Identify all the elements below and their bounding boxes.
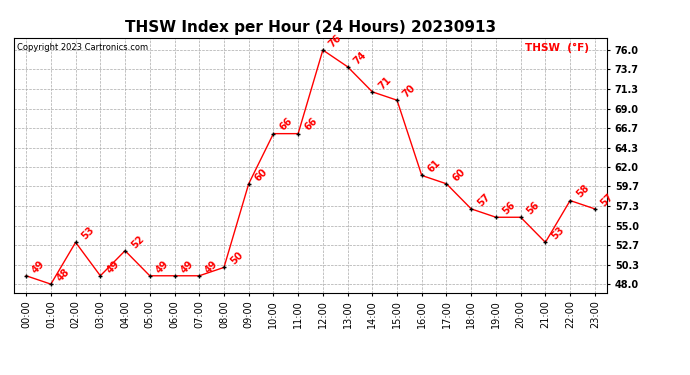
Text: 48: 48 [55, 267, 72, 284]
Text: Copyright 2023 Cartronics.com: Copyright 2023 Cartronics.com [17, 43, 148, 52]
Point [21, 273, 32, 279]
Text: 50: 50 [228, 250, 245, 267]
Point [317, 47, 328, 53]
Point [342, 64, 353, 70]
Point [268, 130, 279, 136]
Point [540, 239, 551, 245]
Text: 53: 53 [549, 225, 566, 242]
Text: 58: 58 [574, 183, 591, 200]
Text: 49: 49 [179, 258, 195, 275]
Point [491, 214, 502, 220]
Point [144, 273, 155, 279]
Point [391, 97, 402, 103]
Point [466, 206, 477, 212]
Point [367, 89, 378, 95]
Text: 70: 70 [401, 83, 418, 99]
Point [194, 273, 205, 279]
Point [564, 198, 575, 204]
Text: THSW  (°F): THSW (°F) [525, 43, 589, 52]
Text: 66: 66 [277, 116, 294, 133]
Text: 61: 61 [426, 158, 442, 175]
Point [46, 281, 57, 287]
Text: 71: 71 [377, 75, 393, 91]
Point [70, 239, 81, 245]
Text: 60: 60 [253, 166, 270, 183]
Text: 57: 57 [475, 192, 492, 208]
Point [515, 214, 526, 220]
Text: 57: 57 [599, 192, 615, 208]
Text: 49: 49 [204, 258, 220, 275]
Text: 74: 74 [352, 50, 368, 66]
Text: 49: 49 [154, 258, 170, 275]
Text: 49: 49 [30, 258, 47, 275]
Point [293, 130, 304, 136]
Text: 66: 66 [302, 116, 319, 133]
Text: 53: 53 [80, 225, 97, 242]
Text: 49: 49 [104, 258, 121, 275]
Title: THSW Index per Hour (24 Hours) 20230913: THSW Index per Hour (24 Hours) 20230913 [125, 20, 496, 35]
Point [169, 273, 180, 279]
Point [243, 181, 254, 187]
Point [441, 181, 452, 187]
Text: 56: 56 [500, 200, 517, 216]
Point [416, 172, 427, 178]
Text: 60: 60 [451, 166, 467, 183]
Point [589, 206, 600, 212]
Point [119, 248, 130, 254]
Point [219, 264, 230, 270]
Text: 52: 52 [129, 233, 146, 250]
Text: 56: 56 [525, 200, 542, 216]
Text: 76: 76 [327, 33, 344, 49]
Point [95, 273, 106, 279]
